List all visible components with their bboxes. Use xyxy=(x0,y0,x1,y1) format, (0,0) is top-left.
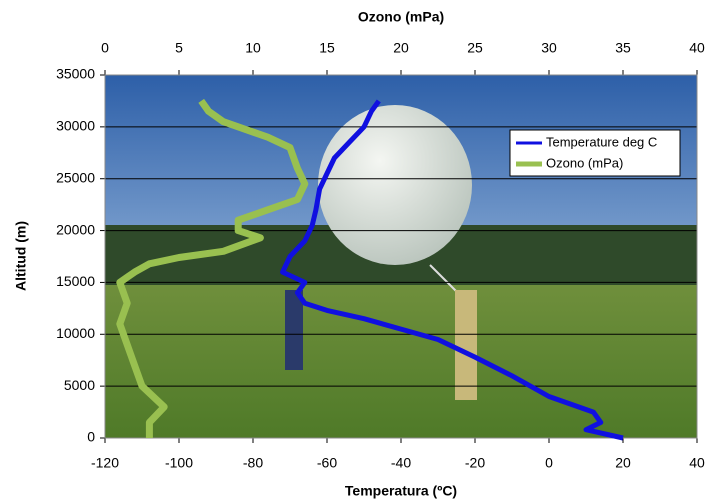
x2-tick-label: 40 xyxy=(689,40,705,56)
x-tick-label: -80 xyxy=(243,455,263,471)
y-tick-label: 10000 xyxy=(56,325,95,341)
legend-label: Temperature deg C xyxy=(546,134,657,149)
x-tick-label: -40 xyxy=(391,455,411,471)
y-tick-label: 5000 xyxy=(64,377,95,393)
x2-tick-label: 35 xyxy=(615,40,631,56)
x2-tick-label: 0 xyxy=(101,40,109,56)
x-tick-label: 20 xyxy=(615,455,631,471)
y-axis-title: Altitud (m) xyxy=(13,221,29,291)
y-tick-label: 30000 xyxy=(56,118,95,134)
y-tick-label: 25000 xyxy=(56,169,95,185)
y-tick-label: 35000 xyxy=(56,66,95,82)
x-tick-label: -20 xyxy=(465,455,485,471)
x-tick-label: -100 xyxy=(165,455,193,471)
legend-label: Ozono (mPa) xyxy=(546,155,623,170)
x-tick-label: 0 xyxy=(545,455,553,471)
x-tick-label: -60 xyxy=(317,455,337,471)
chart: 0 5000 10000 15000 20000 25000 30000 35000 -120 -… xyxy=(0,0,710,503)
x2-tick-label: 20 xyxy=(393,40,409,56)
x2-tick-label: 25 xyxy=(467,40,483,56)
x2-tick-label: 30 xyxy=(541,40,557,56)
y-tick-label: 20000 xyxy=(56,221,95,237)
x-tick-label: 40 xyxy=(689,455,705,471)
y-tick-label: 15000 xyxy=(56,273,95,289)
x2-tick-label: 5 xyxy=(175,40,183,56)
x-axis-title: Temperatura (ºC) xyxy=(345,483,457,499)
x2-axis-title: Ozono (mPa) xyxy=(358,9,444,25)
x2-tick-label: 10 xyxy=(245,40,261,56)
y-tick-label: 0 xyxy=(87,429,95,445)
x2-tick-label: 15 xyxy=(319,40,335,56)
x-tick-label: -120 xyxy=(91,455,119,471)
